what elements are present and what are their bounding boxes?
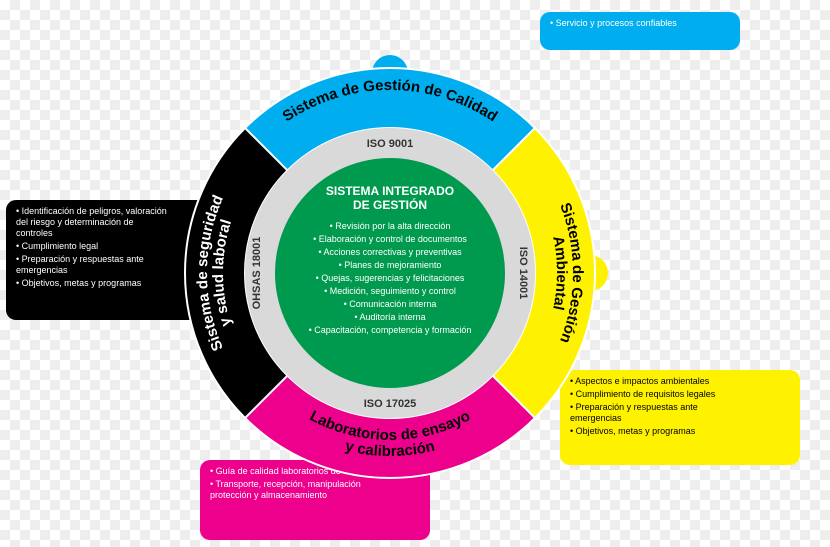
- core-item-4: • Quejas, sugerencias y felicitaciones: [316, 273, 465, 283]
- svg-text:• Objetivos, metas y programas: • Objetivos, metas y programas: [16, 278, 142, 288]
- core-item-5: • Medición, seguimiento y control: [324, 286, 456, 296]
- svg-text:• Servicio y procesos confiabl: • Servicio y procesos confiables: [550, 18, 677, 28]
- std-left: OHSAS 18001: [251, 237, 263, 310]
- core-item-6: • Comunicación interna: [344, 299, 437, 309]
- svg-text:controles: controles: [16, 228, 53, 238]
- core-item-3: • Planes de mejoramiento: [339, 260, 442, 270]
- std-bottom: ISO 17025: [364, 398, 417, 410]
- core-item-1: • Elaboración y control de documentos: [313, 234, 467, 244]
- core-item-0: • Revisión por la alta dirección: [330, 221, 451, 231]
- std-right: ISO 14001: [517, 247, 529, 300]
- svg-text:• Cumplimiento de requisitos l: • Cumplimiento de requisitos legales: [570, 389, 716, 399]
- svg-text:• Preparación y respuestas ant: • Preparación y respuestas ante: [16, 254, 144, 264]
- core-item-8: • Capacitación, competencia y formación: [309, 325, 472, 335]
- core-item-2: • Acciones correctivas y preventivas: [318, 247, 462, 257]
- core-title-1: SISTEMA INTEGRADO: [326, 184, 454, 198]
- svg-text:• Objetivos, metas y programas: • Objetivos, metas y programas: [570, 426, 696, 436]
- svg-text:emergencias: emergencias: [570, 413, 622, 423]
- svg-text:emergencias: emergencias: [16, 265, 68, 275]
- svg-text:protección y almacenamiento: protección y almacenamiento: [210, 490, 327, 500]
- core-item-7: • Auditoría interna: [354, 312, 425, 322]
- integrated-management-diagram: • Servicio y procesos confiablesSistema …: [0, 0, 830, 547]
- svg-text:• Aspectos e impactos ambienta: • Aspectos e impactos ambientales: [570, 376, 710, 386]
- svg-text:• Cumplimiento legal: • Cumplimiento legal: [16, 241, 98, 251]
- svg-text:• Preparación y respuestas ant: • Preparación y respuestas ante: [570, 402, 698, 412]
- std-top: ISO 9001: [367, 138, 413, 150]
- svg-text:• Identificación de peligros,: • Identificación de peligros, valoración: [16, 206, 167, 216]
- core-title-2: DE GESTIÓN: [353, 197, 427, 212]
- svg-text:• Transporte, recepción, manip: • Transporte, recepción, manipulación: [210, 479, 361, 489]
- svg-text:del riesgo y determinación de: del riesgo y determinación de: [16, 217, 134, 227]
- segment-environmental: • Aspectos e impactos ambientales • Cumpl…: [493, 128, 800, 465]
